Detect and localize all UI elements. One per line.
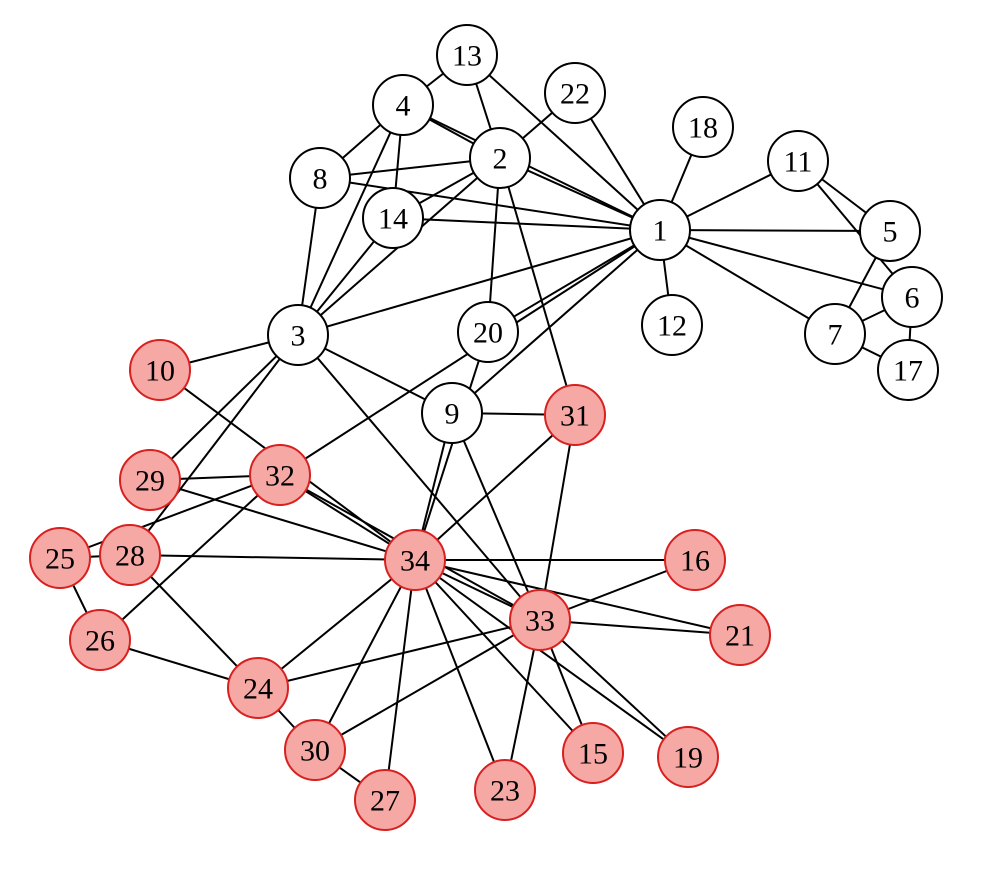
edge-15-34 (415, 560, 593, 753)
nodes-layer: 1234567891011121314151617181920212223242… (30, 25, 942, 830)
node-label-18: 18 (688, 112, 718, 145)
node-33: 33 (510, 590, 570, 650)
node-2: 2 (470, 128, 530, 188)
node-14: 14 (363, 188, 423, 248)
node-label-9: 9 (445, 398, 460, 431)
node-30: 30 (285, 720, 345, 780)
edge-31-33 (540, 415, 575, 620)
node-21: 21 (710, 605, 770, 665)
node-27: 27 (355, 770, 415, 830)
node-label-7: 7 (828, 319, 843, 352)
network-graph: 1234567891011121314151617181920212223242… (0, 0, 1000, 872)
node-10: 10 (130, 340, 190, 400)
node-label-14: 14 (378, 203, 408, 236)
node-label-3: 3 (291, 320, 306, 353)
node-23: 23 (475, 760, 535, 820)
node-label-13: 13 (452, 40, 482, 73)
edge-19-34 (415, 560, 688, 757)
node-label-21: 21 (725, 620, 755, 653)
node-label-6: 6 (905, 282, 920, 315)
node-label-8: 8 (313, 163, 328, 196)
node-18: 18 (673, 97, 733, 157)
node-label-5: 5 (883, 216, 898, 249)
node-5: 5 (860, 201, 920, 261)
node-4: 4 (373, 75, 433, 135)
node-19: 19 (658, 727, 718, 787)
node-17: 17 (878, 340, 938, 400)
node-8: 8 (290, 148, 350, 208)
node-label-2: 2 (493, 143, 508, 176)
node-label-28: 28 (115, 540, 145, 573)
edge-9-33 (452, 413, 540, 620)
node-label-24: 24 (243, 673, 273, 706)
node-29: 29 (120, 450, 180, 510)
node-label-27: 27 (370, 785, 400, 818)
edge-23-34 (415, 560, 505, 790)
node-label-4: 4 (396, 90, 411, 123)
node-32: 32 (250, 445, 310, 505)
node-13: 13 (437, 25, 497, 85)
edge-28-34 (130, 555, 415, 560)
node-3: 3 (268, 305, 328, 365)
node-label-23: 23 (490, 775, 520, 808)
node-31: 31 (545, 385, 605, 445)
node-label-30: 30 (300, 735, 330, 768)
node-label-34: 34 (400, 545, 430, 578)
node-label-1: 1 (653, 215, 668, 248)
node-label-20: 20 (473, 317, 503, 350)
node-label-15: 15 (578, 738, 608, 771)
node-label-32: 32 (265, 460, 295, 493)
node-11: 11 (768, 131, 828, 191)
node-24: 24 (228, 658, 288, 718)
node-label-19: 19 (673, 742, 703, 775)
node-label-10: 10 (145, 355, 175, 388)
edge-27-34 (385, 560, 415, 800)
node-15: 15 (563, 723, 623, 783)
node-label-26: 26 (85, 625, 115, 658)
node-7: 7 (805, 304, 865, 364)
node-28: 28 (100, 525, 160, 585)
node-22: 22 (545, 63, 605, 123)
node-label-12: 12 (657, 310, 687, 343)
node-label-29: 29 (135, 465, 165, 498)
node-1: 1 (630, 200, 690, 260)
node-label-33: 33 (525, 605, 555, 638)
node-9: 9 (422, 383, 482, 443)
node-12: 12 (642, 295, 702, 355)
node-label-31: 31 (560, 400, 590, 433)
node-label-16: 16 (680, 545, 710, 578)
node-16: 16 (665, 530, 725, 590)
node-6: 6 (882, 267, 942, 327)
node-34: 34 (385, 530, 445, 590)
node-25: 25 (30, 528, 90, 588)
node-label-11: 11 (784, 146, 813, 179)
node-label-22: 22 (560, 78, 590, 111)
node-20: 20 (458, 302, 518, 362)
node-label-17: 17 (893, 355, 923, 388)
node-26: 26 (70, 610, 130, 670)
node-label-25: 25 (45, 543, 75, 576)
